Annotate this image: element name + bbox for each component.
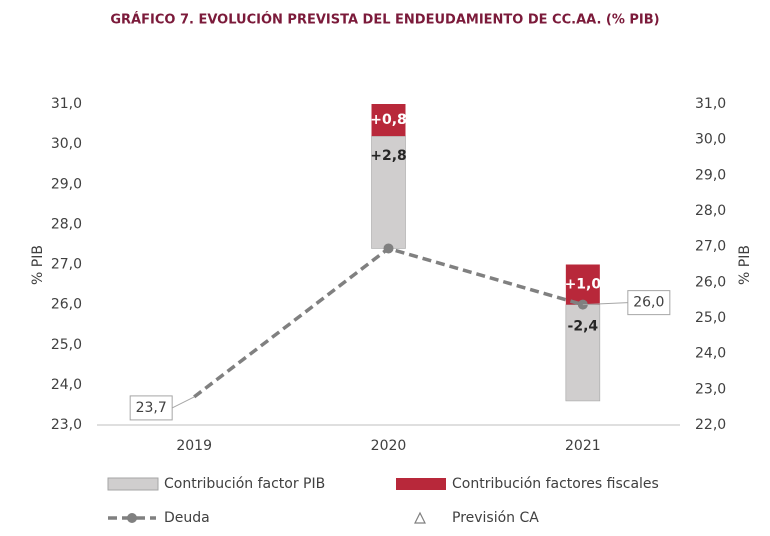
leader-line <box>171 396 195 409</box>
legend-label: Contribución factor PIB <box>164 476 325 492</box>
y-tick-label: 29,0 <box>51 176 82 192</box>
y2-tick-label: 26,0 <box>695 274 726 290</box>
data-label: +0,8 <box>370 112 407 128</box>
data-label: +2,8 <box>370 148 407 164</box>
leader-line <box>582 302 628 306</box>
y-tick-label: 30,0 <box>51 136 82 152</box>
y2-tick-label: 25,0 <box>695 310 726 326</box>
y-tick-label: 26,0 <box>51 297 82 313</box>
legend-swatch <box>127 513 137 523</box>
data-label: 26,0 <box>633 295 664 311</box>
label-box <box>129 395 173 421</box>
x-tick-label: 2019 <box>176 438 212 454</box>
legend-swatch <box>107 477 159 491</box>
y-axis-label: % PIB <box>30 245 46 285</box>
bar <box>565 264 600 305</box>
y-tick-label: 24,0 <box>51 377 82 393</box>
data-label: +1,0 <box>565 277 602 293</box>
x-tick-label: 2021 <box>565 438 601 454</box>
y2-tick-label: 24,0 <box>695 346 726 362</box>
y-tick-label: 27,0 <box>51 257 82 273</box>
data-label: -2,4 <box>568 319 599 335</box>
data-label: 23,7 <box>136 400 167 416</box>
legend-label: Previsión CA <box>452 510 539 526</box>
legend-swatch <box>414 511 426 524</box>
y2-axis-label: % PIB <box>737 245 753 285</box>
y2-tick-label: 22,0 <box>695 417 726 433</box>
y2-tick-label: 27,0 <box>695 239 726 255</box>
y2-tick-label: 28,0 <box>695 203 726 219</box>
line-point <box>383 243 394 254</box>
y2-tick-label: 30,0 <box>695 132 726 148</box>
y-tick-label: 25,0 <box>51 337 82 353</box>
bar <box>565 304 601 402</box>
line <box>193 246 584 399</box>
bar <box>371 104 406 137</box>
y-tick-label: 31,0 <box>51 96 82 112</box>
y2-tick-label: 29,0 <box>695 167 726 183</box>
y-tick-label: 28,0 <box>51 216 82 232</box>
y2-tick-label: 31,0 <box>695 96 726 112</box>
chart-title: GRÁFICO 7. EVOLUCIÓN PREVISTA DEL ENDEUD… <box>110 12 659 28</box>
label-box <box>627 290 671 316</box>
y-tick-label: 23,0 <box>51 417 82 433</box>
legend-swatch <box>396 478 446 490</box>
y2-tick-label: 23,0 <box>695 381 726 397</box>
legend-label: Deuda <box>164 510 210 526</box>
legend-label: Contribución factores fiscales <box>452 476 659 492</box>
x-tick-label: 2020 <box>371 438 407 454</box>
